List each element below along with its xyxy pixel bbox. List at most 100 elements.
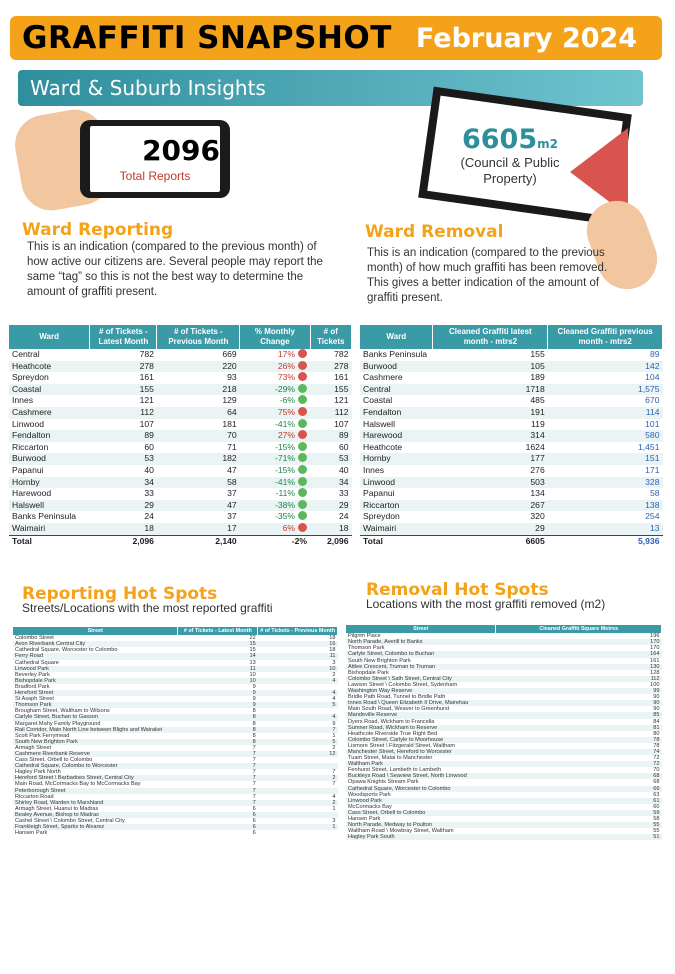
table-row[interactable]: Buckleys Road \ Seaview Street, North Li… — [346, 773, 662, 780]
table-row[interactable]: Cashmere Riverbank Reserve 7 12 — [13, 750, 338, 758]
table-row[interactable]: Linwood 107 181 -41% 107 — [9, 418, 352, 431]
table-row[interactable]: Cashmere 189 104 — [360, 372, 663, 384]
table-row[interactable]: Peterborough Street 7 — [13, 787, 338, 794]
table-row[interactable]: Beverley Park 10 2 — [13, 672, 338, 678]
table-row[interactable]: Heathcote 278 220 26% 278 — [9, 360, 352, 373]
col-header-latest[interactable]: Cleaned Graffiti latest month - mtrs2 — [432, 325, 549, 349]
table-row[interactable]: Cashel Street \ Colombo Street, Central … — [13, 818, 338, 824]
table-row[interactable]: Bridle Path Road, Tunnel to Bridle Path 9… — [346, 694, 662, 700]
table-row[interactable]: Cashmere 112 64 75% 112 — [9, 406, 352, 419]
table-row[interactable]: Fenhurst Street, Lambeth to Lambeth 70 — [346, 767, 662, 773]
table-row[interactable]: Harewood 33 37 -11% 33 — [9, 488, 352, 500]
table-row[interactable]: Bishopdale Park 128 — [346, 670, 662, 676]
table-row[interactable]: Scott Park Ferrymead 8 1 — [13, 733, 338, 739]
table-row[interactable]: McCormacks Bay 60 — [346, 804, 662, 810]
table-row[interactable]: Riccarton Road 7 4 — [13, 794, 338, 800]
table-row[interactable]: Lismore Street \ Fitzgerald Street, Walt… — [346, 743, 662, 749]
table-row[interactable]: Hereford Street \ Barbadoes Street, Cent… — [13, 775, 338, 782]
table-row[interactable]: South New Brighton Park 161 — [346, 658, 662, 664]
table-row[interactable]: Linwood Park 11 10 — [13, 665, 338, 672]
table-row[interactable]: Hornby 34 58 -41% 34 — [9, 476, 352, 489]
table-row[interactable]: South New Brighton Park 8 5 — [13, 738, 338, 745]
table-row[interactable]: Papanui 134 58 — [360, 488, 663, 500]
table-row[interactable]: Bradford Park 9 — [13, 684, 338, 690]
table-row[interactable]: Thomson Park 170 — [346, 645, 662, 651]
table-row[interactable]: Cass Street, Orbell to Colombo 59 — [346, 809, 662, 817]
table-row[interactable]: Coastal 485 670 — [360, 395, 663, 407]
table-row[interactable]: Cathedral Square 13 3 — [13, 660, 338, 666]
col-header-latest[interactable]: # of Tickets - Latest Month — [177, 627, 259, 636]
table-row[interactable]: Riccarton 60 71 -15% 60 — [9, 441, 352, 454]
table-row[interactable]: North Parade, Averill to Banks 170 — [346, 639, 662, 646]
table-row[interactable]: Halswell 29 47 -38% 29 — [9, 499, 352, 512]
table-row[interactable]: Innes Road \ Queen Elizabeth II Drive, M… — [346, 700, 662, 707]
table-row[interactable]: Hereford Street 9 4 — [13, 690, 338, 697]
table-row[interactable]: Carlyle Street, Colombo to Buchan 164 — [346, 651, 662, 658]
table-row[interactable]: Hansen Park 58 — [346, 816, 662, 822]
table-row[interactable]: Margaret Mahy Family Playground 8 9 — [13, 721, 338, 727]
table-row[interactable]: Heathcote 1624 1,451 — [360, 442, 663, 454]
table-row[interactable]: Main Road, McCormacks Bay to McCormacks … — [13, 781, 338, 787]
table-row[interactable]: St Asaph Street 9 4 — [13, 696, 338, 702]
col-header-ward[interactable]: Ward — [9, 325, 91, 349]
col-header-previous[interactable]: Cleaned Graffiti previous month - mtrs2 — [547, 325, 663, 349]
table-row[interactable]: Burwood 105 142 — [360, 360, 663, 373]
table-row[interactable]: Ferry Road 14 11 — [13, 653, 338, 660]
table-row[interactable]: Hagley Park North 7 7 — [13, 769, 338, 775]
table-row[interactable]: Lawson Street \ Colombo Street, Sydenham… — [346, 682, 662, 688]
table-row[interactable]: Heathcote Riverside True Right Bed 80 — [346, 731, 662, 737]
table-row[interactable]: Pilgrim Place 196 — [346, 633, 662, 639]
table-row[interactable]: Halswell 119 101 — [360, 419, 663, 431]
table-row[interactable]: Innes 121 129 -6% 121 — [9, 395, 352, 407]
table-row[interactable]: Coastal 155 218 -29% 155 — [9, 383, 352, 396]
table-row[interactable]: Hansen Park 6 — [13, 830, 338, 836]
table-row[interactable]: Harewood 314 580 — [360, 430, 663, 442]
table-row[interactable]: Sumner Road, Wickham to Reserve 81 — [346, 724, 662, 731]
table-row[interactable]: Innes 276 171 — [360, 465, 663, 477]
table-row[interactable]: Cathedral Square, Worcester to Colombo 15… — [13, 647, 338, 653]
table-row[interactable]: Thomson Park 9 5 — [13, 702, 338, 709]
table-row[interactable]: Attlee Crescent, Truman to Truman 130 — [346, 663, 662, 670]
table-row[interactable]: North Parade, Medway to Poulton 55 — [346, 822, 662, 829]
col-header-ward[interactable]: Ward — [360, 325, 434, 349]
table-row[interactable]: Central 1718 1,575 — [360, 383, 663, 396]
table-row[interactable]: Spreydon 161 93 73% 161 — [9, 372, 352, 384]
table-row[interactable]: Hagley Park South 51 — [346, 834, 662, 841]
col-header-tickets[interactable]: # of Tickets — [310, 325, 353, 349]
table-row[interactable]: Burwood 53 182 -71% 53 — [9, 453, 352, 465]
table-row[interactable]: Shirley Road, Warden to Marshland 7 2 — [13, 799, 338, 806]
table-row[interactable]: Linwood Park 61 — [346, 797, 662, 804]
table-row[interactable]: Armagh Street 7 2 — [13, 745, 338, 751]
table-row[interactable]: Waltham Park 72 — [346, 761, 662, 768]
table-row[interactable]: Colombo Street 22 18 — [13, 635, 338, 641]
table-row[interactable]: Washington Way Reserve 99 — [346, 688, 662, 695]
table-row[interactable]: Spreydon 320 254 — [360, 511, 663, 523]
table-row[interactable]: Frankleigh Street, Sparks to Alvarez 6 1 — [13, 824, 338, 831]
table-row[interactable]: Colombo Street \ Sath Street, Central Ci… — [346, 675, 662, 682]
table-row[interactable]: Linwood 503 328 — [360, 476, 663, 489]
col-header-street[interactable]: Street — [346, 625, 497, 634]
table-row[interactable]: Cathedral Square, Worcester to Colombo 66 — [346, 785, 662, 792]
col-header-previous[interactable]: # of Tickets - Previous Month — [257, 627, 338, 636]
table-row[interactable]: Fendalton 191 114 — [360, 406, 663, 419]
table-row[interactable]: Bealey Avenue, Bishop to Madras 6 — [13, 811, 338, 819]
table-row[interactable]: Armagh Street, Huanui to Madras 6 1 — [13, 806, 338, 812]
table-row[interactable]: Woodsports Park 63 — [346, 792, 662, 798]
table-row[interactable]: Dyers Road, Wickham to Francella 84 — [346, 719, 662, 725]
table-row[interactable]: Brougham Street, Waltham to Wilsons 8 — [13, 708, 338, 714]
table-row[interactable]: Bishopdale Park 10 4 — [13, 677, 338, 684]
table-row[interactable]: Opawa Knights Stream Park 68 — [346, 779, 662, 785]
table-row[interactable]: Banks Peninsula 155 89 — [360, 349, 663, 361]
table-row[interactable]: Papanui 40 47 -15% 40 — [9, 464, 352, 477]
table-row[interactable]: Mandeville Reserve 85 — [346, 712, 662, 719]
table-row[interactable]: Banks Peninsula 24 37 -35% 24 — [9, 511, 352, 523]
table-row[interactable]: Rail Corridor, Main North Line between B… — [13, 726, 338, 733]
table-row[interactable]: Manchester Street, Hereford to Worcester… — [346, 748, 662, 756]
table-row[interactable]: Fendalton 89 70 27% 89 — [9, 430, 352, 442]
col-header-latest[interactable]: # of Tickets - Latest Month — [89, 325, 158, 349]
table-row[interactable]: Waimairi 18 17 6% 18 — [9, 522, 352, 535]
table-row[interactable]: Waltham Road \ Mowbray Street, Waltham 55 — [346, 828, 662, 834]
table-row[interactable]: Colombo Street, Carlyle to Moorhouse 78 — [346, 736, 662, 743]
col-header-previous[interactable]: # of Tickets - Previous Month — [156, 325, 241, 349]
table-row[interactable]: Cass Street, Orbell to Colombo 7 — [13, 757, 338, 763]
